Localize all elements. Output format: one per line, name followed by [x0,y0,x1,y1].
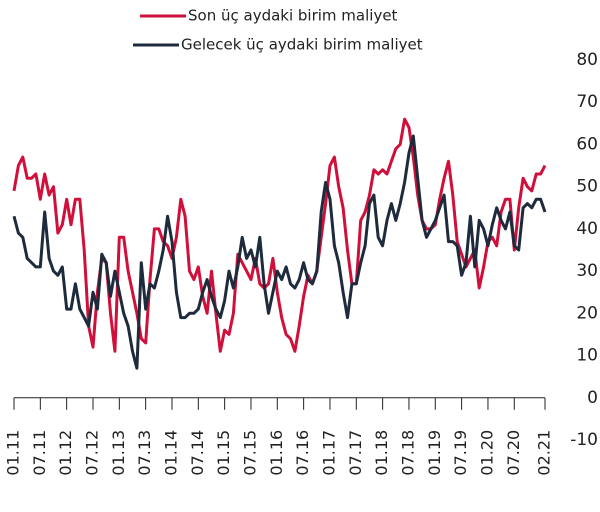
legend-label: Son üç aydaki birim maliyet [188,7,398,25]
x-tick-label: 07.14 [188,430,207,476]
x-tick-label: 01.20 [477,430,496,476]
x-tick-label: 07.16 [293,430,312,476]
y-tick-label: -10 [570,430,598,450]
x-tick-label: 01.11 [4,430,23,476]
x-tick-label: 02.21 [535,430,554,476]
x-tick-label: 01.15 [214,430,233,476]
x-tick-label: 07.15 [240,430,259,476]
x-tick-label: 07.12 [82,430,101,476]
x-tick-label: 01.13 [109,430,128,476]
x-tick-label: 07.19 [451,430,470,476]
x-tick-label: 01.19 [425,430,444,476]
y-tick-label: 30 [576,261,598,281]
y-tick-label: 0 [587,388,598,408]
y-tick-label: 80 [576,50,598,70]
series-line [12,117,547,353]
series-line [12,134,547,370]
x-tick-label: 07.11 [30,430,49,476]
y-tick-label: 60 [576,134,598,154]
y-tick-label: 20 [576,303,598,323]
x-tick-label: 07.17 [346,430,365,476]
y-tick-label: 40 [576,219,598,239]
x-tick-label: 07.18 [398,430,417,476]
x-tick-label: 01.17 [319,430,338,476]
x-tick-label: 01.18 [372,430,391,476]
y-tick-label: 70 [576,92,598,112]
y-tick-label: 10 [576,346,598,366]
x-tick-label: 07.13 [135,430,154,476]
legend-label: Gelecek üç aydaki birim maliyet [181,36,423,54]
x-tick-label: 01.12 [56,430,75,476]
x-tick-label: 07.20 [504,430,523,476]
y-tick-label: 50 [576,177,598,197]
x-tick-label: 01.16 [267,430,286,476]
x-tick-label: 01.14 [161,430,180,476]
